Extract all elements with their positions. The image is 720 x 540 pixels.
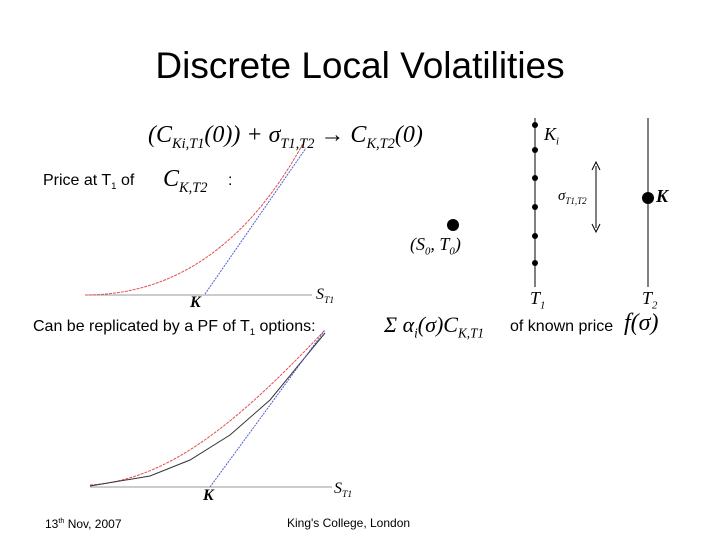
- price-formula: CK,T2: [163, 166, 207, 197]
- price-line: Price at T1 of: [43, 172, 134, 192]
- top-formula: (CKi,T1(0)) + σT1,T2 → CK,T2(0): [148, 122, 423, 153]
- text-part: of: [116, 172, 135, 189]
- text-part: Price at T: [43, 172, 112, 189]
- subscript: 1: [540, 299, 546, 312]
- subscript: i: [556, 135, 560, 148]
- footer-place: King's College, London: [287, 516, 411, 530]
- axis-label: ST1: [334, 480, 352, 500]
- known-price: of known price: [510, 318, 614, 335]
- subscript: T1,T2: [280, 135, 315, 152]
- subscript: Ki,T1: [172, 135, 205, 152]
- footer-date: 13th Nov, 2007: [45, 516, 122, 531]
- text-part: (0)) + σ: [204, 122, 281, 148]
- subscript: T1: [324, 295, 335, 307]
- strike-label: K: [190, 294, 201, 311]
- subscript: T1,T2: [565, 196, 587, 206]
- subscript: K,T1: [457, 325, 485, 341]
- subscript: K,T2: [179, 179, 208, 196]
- subscript: T1: [342, 489, 353, 501]
- subscript: 0: [449, 245, 455, 258]
- text-part: (0): [394, 122, 423, 148]
- subscript: 0: [425, 245, 431, 258]
- axis-label: ST1: [316, 286, 334, 306]
- text-part: (C: [148, 122, 172, 148]
- text-part: Can be replicated by a PF of T: [33, 318, 250, 335]
- price-function: f(σ): [624, 310, 659, 336]
- text-part: 13: [45, 517, 59, 531]
- text-part: options:: [255, 318, 316, 335]
- text-part: , T: [430, 234, 450, 254]
- text-part: S: [316, 286, 324, 303]
- text-part: K: [544, 124, 557, 144]
- subscript: 1: [249, 327, 256, 339]
- t1-label: T1: [530, 288, 545, 312]
- subscript: 2: [652, 299, 658, 312]
- node-label: Ki: [544, 124, 559, 148]
- subscript: K,T2: [366, 135, 395, 152]
- start-label: (S0, T0): [410, 234, 461, 258]
- t2-label: T2: [642, 288, 657, 312]
- text-part: T: [642, 288, 653, 308]
- text-part: S: [334, 480, 342, 497]
- sigma-label: σT1,T2: [558, 188, 587, 206]
- price-colon: :: [228, 172, 233, 189]
- text-part: σ: [558, 188, 566, 204]
- title: Discrete Local Volatilities: [155, 45, 565, 86]
- k-label: K: [656, 186, 669, 206]
- subscript: i: [414, 325, 418, 341]
- superscript: th: [58, 516, 65, 525]
- replicate-formula: Σ αi(σ)CK,T1: [384, 312, 484, 341]
- text-part: ): [454, 234, 461, 254]
- replicate-line: Can be replicated by a PF of T1 options:: [33, 318, 316, 338]
- text-part: (σ)C: [417, 312, 458, 337]
- text-part: T: [530, 288, 541, 308]
- subscript: 1: [111, 181, 117, 193]
- text-part: Σ α: [384, 312, 415, 337]
- text-part: (S: [410, 234, 425, 254]
- text-part: Nov, 2007: [64, 517, 122, 531]
- strike-label: K: [203, 487, 214, 504]
- text-part: C: [163, 166, 180, 192]
- text-part: → C: [314, 122, 367, 148]
